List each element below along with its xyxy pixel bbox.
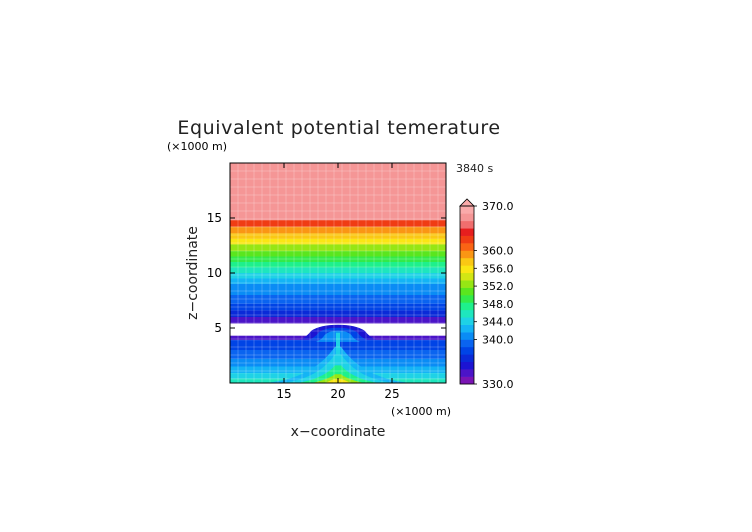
colorbar-segment <box>460 257 474 266</box>
contour-band <box>230 317 446 324</box>
colorbar-segment <box>460 354 474 363</box>
contour-band <box>230 220 446 227</box>
colorbar-tick-label: 348.0 <box>482 298 514 311</box>
contour-band <box>230 273 446 279</box>
colorbar: 370.0 360.0 356.0 352.0 348.0 344.0 340.0 330.0 <box>459 198 514 391</box>
contour-band <box>230 251 446 257</box>
contour-band <box>230 226 446 234</box>
colorbar-segment <box>460 346 474 355</box>
y-tick-label: 15 <box>207 211 222 225</box>
colorbar-segment <box>460 302 474 311</box>
colorbar-tick-label: 370.0 <box>482 200 514 213</box>
colorbar-segment <box>460 295 474 303</box>
colorbar-segment <box>460 272 474 281</box>
x-axis: 15 20 25 <box>276 163 400 401</box>
colorbar-segment <box>460 361 474 370</box>
colorbar-segment <box>460 265 474 274</box>
colorbar-segment <box>460 317 474 325</box>
colorbar-segment <box>460 287 474 296</box>
colorbar-segment <box>460 369 474 377</box>
colorbar-tick-label: 330.0 <box>482 378 514 391</box>
y-axis-label: z−coordinate <box>185 226 201 320</box>
colorbar-tick-label: 344.0 <box>482 316 514 329</box>
contour-band <box>230 289 446 295</box>
contour-band <box>230 278 446 284</box>
y-tick-label: 10 <box>207 266 222 280</box>
x-tick-label: 15 <box>276 387 291 401</box>
colorbar-tick-label: 356.0 <box>482 262 514 275</box>
colorbar-segment <box>460 206 474 214</box>
colorbar-segment <box>460 280 474 288</box>
grid <box>230 163 446 383</box>
colorbar-segment <box>460 376 474 385</box>
plume-stem <box>336 332 340 359</box>
colorbar-tick-label: 352.0 <box>482 280 514 293</box>
colorbar-segment <box>460 332 474 340</box>
colorbar-tick-label: 360.0 <box>482 245 514 258</box>
colorbar-segment <box>460 235 474 244</box>
plot-area <box>229 162 447 384</box>
x-tick-label: 25 <box>384 387 399 401</box>
x-unit-label: (×1000 m) <box>391 405 451 418</box>
colorbar-tick-label: 340.0 <box>482 334 514 347</box>
contour-band <box>230 244 446 251</box>
y-unit-label: (×1000 m) <box>167 140 227 153</box>
x-axis-label: x−coordinate <box>291 424 386 440</box>
colorbar-segment <box>460 250 474 259</box>
colorbar-segment <box>460 309 474 318</box>
contour-band <box>230 303 446 311</box>
contour-band <box>230 233 446 239</box>
contour-band <box>230 163 446 221</box>
y-tick-label: 5 <box>214 321 222 335</box>
contour-band <box>230 284 446 290</box>
contour-band <box>230 295 446 304</box>
x-tick-label: 20 <box>330 387 345 401</box>
y-axis: 5 10 15 <box>207 211 446 335</box>
contour-band <box>230 267 446 273</box>
colorbar-frame <box>459 205 475 385</box>
colorbar-segment <box>460 324 474 333</box>
chart-title: Equivalent potential temerature <box>177 117 500 139</box>
time-label: 3840 s <box>456 162 493 175</box>
contour-band <box>230 310 446 317</box>
colorbar-segment <box>460 243 474 251</box>
contour-band <box>230 238 446 245</box>
colorbar-segment <box>460 339 474 348</box>
contour-band <box>230 262 446 268</box>
colorbar-extend-arrow <box>459 198 475 207</box>
contour-band <box>230 256 446 262</box>
colorbar-segment <box>460 220 474 229</box>
colorbar-segment <box>460 228 474 236</box>
colorbar-segment <box>460 213 474 222</box>
